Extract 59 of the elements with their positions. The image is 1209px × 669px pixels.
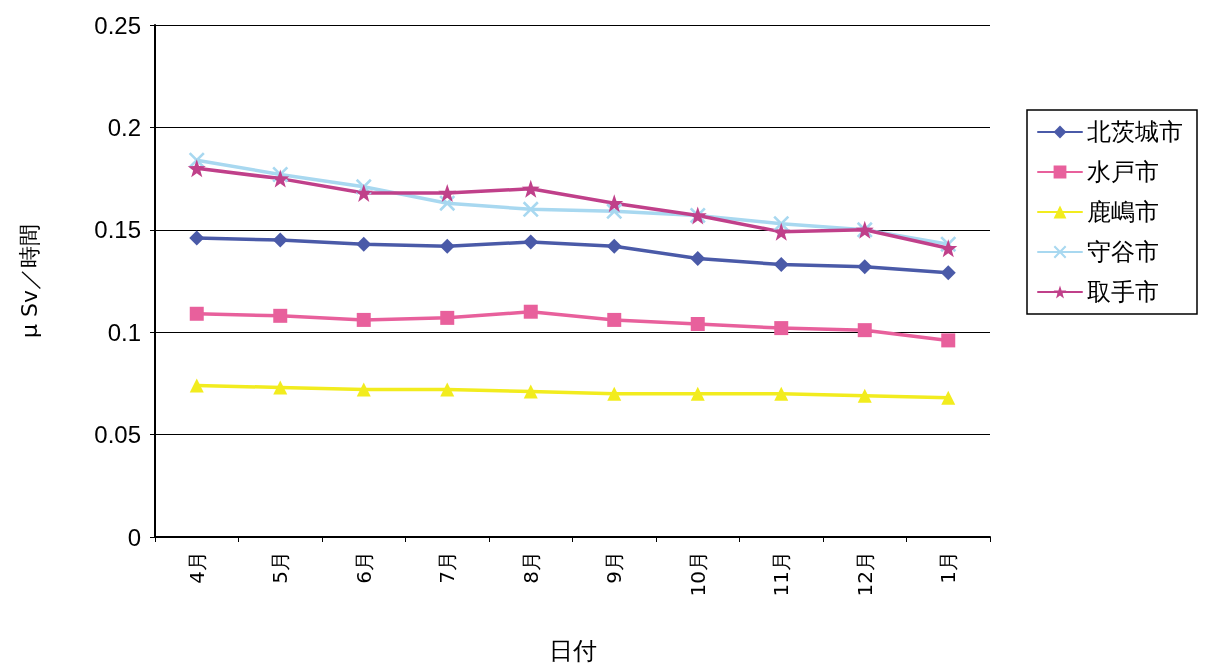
point — [523, 384, 538, 399]
x-tick-label: 7月 — [435, 551, 460, 584]
legend-label: 北茨城市 — [1087, 118, 1183, 146]
point — [940, 265, 956, 281]
point — [690, 250, 706, 266]
legend-label: 取手市 — [1087, 278, 1159, 306]
point — [356, 236, 372, 252]
point — [690, 317, 705, 332]
point — [773, 257, 789, 273]
point — [354, 183, 373, 202]
point — [438, 183, 457, 202]
point — [189, 306, 204, 321]
point — [607, 312, 622, 327]
point — [941, 333, 956, 348]
point — [273, 308, 288, 323]
point — [606, 238, 622, 254]
point — [439, 238, 455, 254]
legend-label: 鹿嶋市 — [1087, 198, 1159, 226]
x-tick-label: 5月 — [268, 551, 293, 584]
point — [356, 312, 371, 327]
y-tick-label: 0 — [127, 523, 141, 551]
x-tick-label: 8月 — [518, 551, 543, 584]
point — [774, 386, 789, 401]
point — [607, 386, 622, 401]
y-tick-label: 0.2 — [107, 113, 141, 141]
y-tick-label: 0.1 — [107, 318, 141, 346]
x-tick-label: 12月 — [852, 551, 877, 597]
point — [690, 386, 705, 401]
point — [857, 259, 873, 275]
y-tick-label: 0.05 — [94, 421, 141, 449]
point — [521, 179, 540, 198]
x-tick-label: 6月 — [351, 551, 376, 584]
x-axis-title: 日付 — [548, 637, 597, 665]
point — [523, 234, 539, 250]
point — [941, 390, 956, 405]
y-axis-title: μ Sv／時間 — [16, 224, 42, 338]
point — [189, 378, 204, 393]
x-tick-label: 9月 — [602, 551, 627, 584]
point — [189, 230, 205, 246]
point — [857, 388, 872, 403]
point — [774, 321, 789, 336]
point — [187, 159, 206, 178]
y-tick-label: 0.15 — [94, 216, 141, 244]
x-tick-label: 4月 — [184, 551, 209, 584]
point — [272, 232, 288, 248]
legend-label: 水戸市 — [1087, 158, 1159, 186]
point — [440, 310, 455, 325]
x-tick-label: 1月 — [936, 551, 961, 584]
y-tick-label: 0.25 — [94, 11, 141, 39]
x-tick-label: 11月 — [769, 551, 794, 597]
legend-label: 守谷市 — [1087, 238, 1159, 266]
point — [356, 382, 371, 397]
point — [522, 201, 539, 218]
point — [857, 323, 872, 338]
point — [523, 304, 538, 319]
point — [772, 222, 791, 241]
x-tick-label: 10月 — [685, 551, 710, 597]
point — [273, 380, 288, 395]
point — [440, 382, 455, 397]
